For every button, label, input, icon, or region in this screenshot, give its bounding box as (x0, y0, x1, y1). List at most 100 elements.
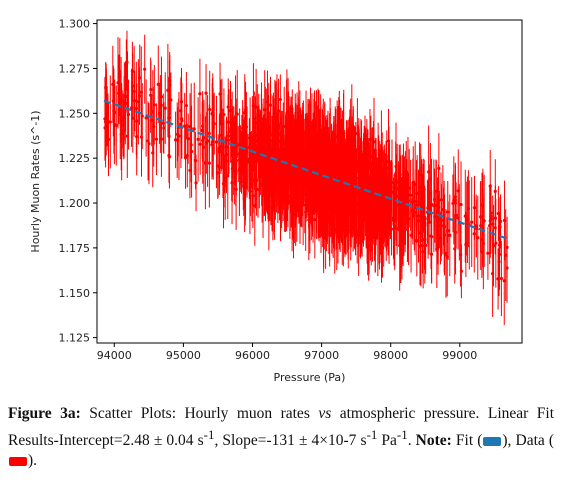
data-point (263, 105, 267, 173)
data-point (339, 107, 343, 182)
data-point (470, 177, 474, 268)
data-point (307, 124, 312, 216)
data-point (417, 142, 422, 207)
data-point (372, 97, 376, 186)
data-point (367, 165, 371, 255)
data-point (203, 116, 207, 210)
data-point (108, 75, 112, 169)
data-point (264, 139, 268, 207)
data-point (162, 102, 166, 154)
data-point (152, 86, 156, 167)
data-point (486, 226, 490, 280)
data-point (131, 53, 135, 120)
caption-note-label: Note: (415, 431, 452, 449)
data-point (306, 121, 310, 199)
data-point (323, 103, 327, 175)
data-point (410, 182, 414, 239)
data-point (154, 103, 159, 176)
y-tick-label: 1.200 (59, 197, 91, 210)
data-point (385, 186, 389, 239)
data-point (218, 113, 222, 184)
data-point (137, 66, 142, 125)
data-point (373, 148, 377, 232)
data-point (139, 46, 143, 139)
data-point (159, 79, 163, 132)
data-point (502, 180, 507, 261)
data-point (364, 127, 368, 199)
x-tick-label: 94000 (97, 349, 132, 362)
data-point (230, 135, 234, 203)
data-point (194, 154, 198, 212)
data-point (221, 108, 225, 198)
data-point (268, 76, 273, 134)
data-point (428, 142, 433, 216)
data-point (291, 138, 295, 202)
caption-text: ). (28, 452, 38, 470)
data-point (472, 175, 477, 240)
data-point (476, 195, 480, 280)
data-point (274, 112, 278, 195)
data-point (361, 165, 366, 247)
data-point (429, 224, 434, 284)
y-tick-label: 1.175 (59, 242, 91, 255)
data-point (179, 77, 183, 145)
data-point (265, 127, 269, 203)
data-point (395, 143, 399, 222)
data-point (360, 153, 364, 237)
data-point (184, 71, 188, 140)
x-tick-label: 96000 (235, 349, 270, 362)
data-point (233, 128, 238, 183)
data-point (279, 142, 283, 198)
data-point (493, 201, 497, 255)
data-point (317, 150, 321, 230)
data-point (236, 125, 240, 183)
data-point (104, 63, 108, 136)
y-axis: 1.125 1.150 1.175 1.200 1.225 1.250 1.275 1.300 (59, 18, 97, 345)
data-point (316, 155, 320, 207)
data-point (304, 90, 308, 178)
y-tick-label: 1.225 (59, 152, 91, 165)
y-tick-label: 1.275 (59, 62, 91, 75)
data-point (453, 162, 457, 232)
data-point (446, 201, 450, 260)
data-point (330, 171, 334, 254)
data-point (296, 125, 300, 201)
data-point (257, 144, 261, 209)
data-point (465, 181, 469, 256)
data-point (478, 181, 483, 253)
data-point (294, 126, 299, 220)
data-point (298, 166, 302, 244)
data-point (271, 132, 275, 200)
data-point (124, 39, 128, 91)
data-point (335, 163, 340, 215)
data-point (346, 164, 350, 224)
data-point (434, 160, 438, 222)
data-point (201, 97, 205, 184)
data-point (348, 176, 352, 247)
caption-text: Fit ( (451, 431, 483, 449)
data-point (219, 100, 224, 171)
data-point (439, 184, 444, 257)
data-point (505, 233, 509, 303)
data-point (412, 180, 416, 251)
x-axis: 94000 95000 96000 97000 98000 99000 (97, 343, 477, 362)
x-axis-label: Pressure (Pa) (274, 371, 346, 384)
data-point (341, 180, 345, 267)
caption-vs: vs (318, 405, 332, 422)
data-point (302, 130, 306, 191)
data-point (232, 106, 236, 172)
data-point (189, 107, 193, 183)
data-point (273, 158, 278, 220)
data-point (238, 108, 242, 181)
figure-caption: Figure 3a: Scatter Plots: Hourly muon ra… (8, 404, 554, 472)
data-point (433, 190, 437, 243)
data-point (489, 186, 493, 240)
data-point (451, 174, 455, 233)
data-point (223, 136, 227, 220)
caption-label: Figure 3a: (8, 405, 81, 422)
data-point (196, 97, 200, 182)
data-point (293, 93, 297, 150)
data-point (252, 100, 256, 172)
data-point (480, 203, 484, 276)
data-point (427, 125, 431, 219)
